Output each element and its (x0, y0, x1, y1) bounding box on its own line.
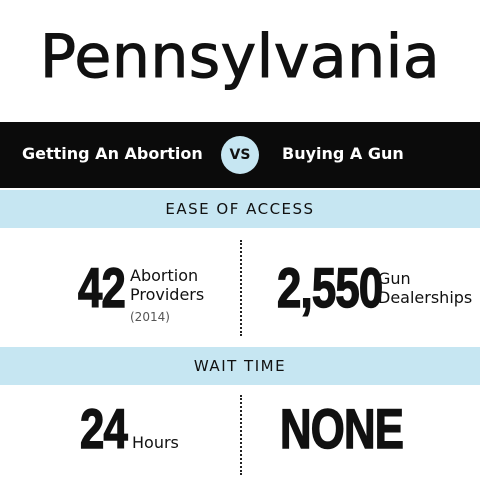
section-band (0, 347, 480, 385)
note: (2014) (130, 310, 170, 324)
vs-badge: VS (221, 136, 259, 174)
divider (240, 395, 242, 475)
big-number: 24 (79, 396, 128, 461)
label: Gun (378, 269, 411, 288)
label: Dealerships (378, 288, 473, 307)
section-title: EASE OF ACCESS (165, 200, 315, 218)
right-heading: Buying A Gun (282, 144, 404, 163)
section-title: WAIT TIME (193, 357, 287, 375)
big-number: NONE (279, 396, 404, 461)
label: Providers (130, 285, 205, 304)
section-band (0, 190, 480, 228)
title: Pennsylvania (39, 22, 441, 93)
big-number: 2,550 (276, 255, 383, 320)
big-number: 42 (77, 255, 126, 320)
label: Abortion (130, 266, 199, 285)
left-heading: Getting An Abortion (22, 144, 203, 163)
label: Hours (132, 433, 179, 452)
divider (240, 240, 242, 336)
